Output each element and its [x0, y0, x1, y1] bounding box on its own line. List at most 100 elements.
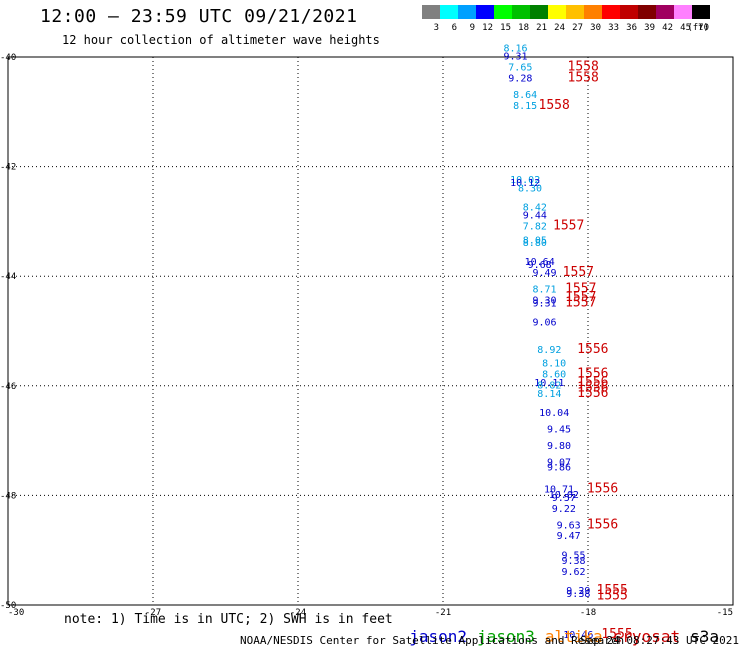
colorbar-swatch: [566, 5, 584, 19]
color-scale-bar: 3 6 9 12 15 18 21 24 27 30 33 36 39 42 45 70(ft): [422, 5, 710, 33]
colorbar-swatch: [674, 5, 692, 19]
page-title: 12:00 – 23:59 UTC 09/21/2021: [40, 6, 358, 27]
swh-value-label: 9.86: [547, 463, 571, 474]
colorbar-swatch: [638, 5, 656, 19]
legend-altika: altika: [544, 627, 603, 646]
swh-value-label: 10.04: [539, 408, 569, 419]
time-label: 1556: [577, 375, 608, 390]
time-label: 1557: [565, 282, 596, 297]
swh-value-label: 8.64: [513, 90, 537, 101]
swh-value-label: 7.82: [523, 222, 547, 233]
swh-value-label: 9.31: [532, 298, 556, 309]
colorbar-tick-label: 30: [590, 23, 601, 33]
swh-value-label: 8.42: [523, 202, 547, 213]
colorbar-tick-label: 24: [554, 23, 565, 33]
swh-value-label: 8.16: [503, 44, 527, 55]
colorbar-tick-label: 18: [518, 23, 529, 33]
colorbar-tick-label: 21: [536, 23, 547, 33]
swh-value-label: 8.14: [537, 389, 561, 400]
swh-value-label: 9.38: [561, 556, 585, 567]
footnote: note: 1) Time is in UTC; 2) SWH is in fe…: [64, 612, 393, 627]
swh-value-label: 8.15: [513, 101, 537, 112]
swh-value-label: 9.49: [532, 268, 556, 279]
time-label: 1557: [563, 265, 594, 280]
swh-value-label: 9.80: [547, 441, 571, 452]
swh-value-label: 8.71: [532, 285, 556, 296]
swh-value-label: 10.71: [544, 485, 574, 496]
y-tick-label: -40: [0, 53, 16, 63]
swh-value-label: 8.92: [537, 345, 561, 356]
y-tick-label: -42: [0, 163, 16, 173]
swh-value-label: 10.64: [525, 257, 555, 268]
time-label: 1557: [565, 290, 596, 305]
time-label: 1556: [577, 386, 608, 401]
colorbar-swatch: [422, 5, 440, 19]
colorbar-tick-label: 70: [698, 23, 709, 33]
colorbar-swatch: [494, 5, 512, 19]
swh-value-label: 8.82: [537, 381, 561, 392]
swh-value-label: 9.06: [532, 318, 556, 329]
swh-value-label: 8.30: [518, 183, 542, 194]
colorbar-tick-label: 33: [608, 23, 619, 33]
time-label: 1558: [568, 60, 599, 75]
colorbar-tick-label: 36: [626, 23, 637, 33]
y-tick-label: -50: [0, 601, 16, 611]
colorbar-swatch: [656, 5, 674, 19]
time-label: 1557: [553, 219, 584, 234]
colorbar-tick-label: 12: [482, 23, 493, 33]
swh-value-label: 10.02: [549, 490, 579, 501]
y-tick-label: -44: [0, 272, 16, 282]
swh-value-label: 8.80: [523, 238, 547, 249]
colorbar-swatch: [512, 5, 530, 19]
legend-cryosat: cryosat: [612, 627, 681, 646]
colorbar-tick-label: 39: [644, 23, 655, 33]
colorbar-tick-label: 27: [572, 23, 583, 33]
satellite-legend: jason2 jason3 altika cryosat s3a: [390, 608, 729, 646]
colorbar-tick-label: 9: [470, 23, 475, 33]
colorbar-tick-label: 45: [680, 23, 691, 33]
swh-value-label: 9.45: [547, 424, 571, 435]
x-tick-label: -15: [717, 608, 733, 618]
y-tick-label: -48: [0, 491, 16, 501]
y-tick-label: -46: [0, 382, 16, 392]
swh-value-label: 9.62: [561, 567, 585, 578]
swh-value-label: 7.65: [508, 63, 532, 74]
swh-value-label: 10.12: [510, 178, 540, 189]
time-label: 1555: [597, 589, 628, 604]
swh-value-label: 9.28: [508, 74, 532, 85]
swh-value-label: 8.10: [542, 359, 566, 370]
colorbar-swatch: [620, 5, 638, 19]
swh-value-label: 9.31: [503, 52, 527, 63]
swh-value-label: 9.38: [566, 589, 590, 600]
swh-value-label: 10.11: [534, 378, 564, 389]
swh-value-label: 9.22: [552, 504, 576, 515]
colorbar-swatch: [476, 5, 494, 19]
legend-jason2: jason2: [409, 627, 468, 646]
time-label: 1556: [577, 342, 608, 357]
generated-timestamp: Sep 24 08:27:43 UTC 2021: [580, 634, 739, 647]
swh-value-label: 9.47: [557, 531, 581, 542]
plot-frame: [7, 56, 734, 606]
time-label: 1555: [597, 583, 628, 598]
colorbar-swatch: [548, 5, 566, 19]
time-label: 1557: [565, 295, 596, 310]
x-tick-label: -24: [290, 608, 306, 618]
x-tick-label: -27: [145, 608, 161, 618]
swh-value-label: 10.02: [510, 175, 540, 186]
colorbar-swatch: [440, 5, 458, 19]
time-label: 1558: [568, 71, 599, 86]
colorbar-tick-label: 3: [434, 23, 439, 33]
colorbar-swatch: [602, 5, 620, 19]
time-label: 1556: [587, 482, 618, 497]
legend-jason3: jason3: [477, 627, 535, 646]
colorbar-unit-label: (ft): [687, 23, 709, 33]
time-label: 1556: [587, 517, 618, 532]
time-label: 1556: [577, 380, 608, 395]
colorbar-swatch: [530, 5, 548, 19]
credit-line: NOAA/NESDIS Center for Satellite Applica…: [240, 634, 625, 647]
page-subtitle: 12 hour collection of altimeter wave hei…: [62, 33, 380, 47]
swh-value-label: 10.46: [563, 630, 593, 641]
x-tick-label: -21: [435, 608, 451, 618]
x-tick-label: -18: [580, 608, 596, 618]
